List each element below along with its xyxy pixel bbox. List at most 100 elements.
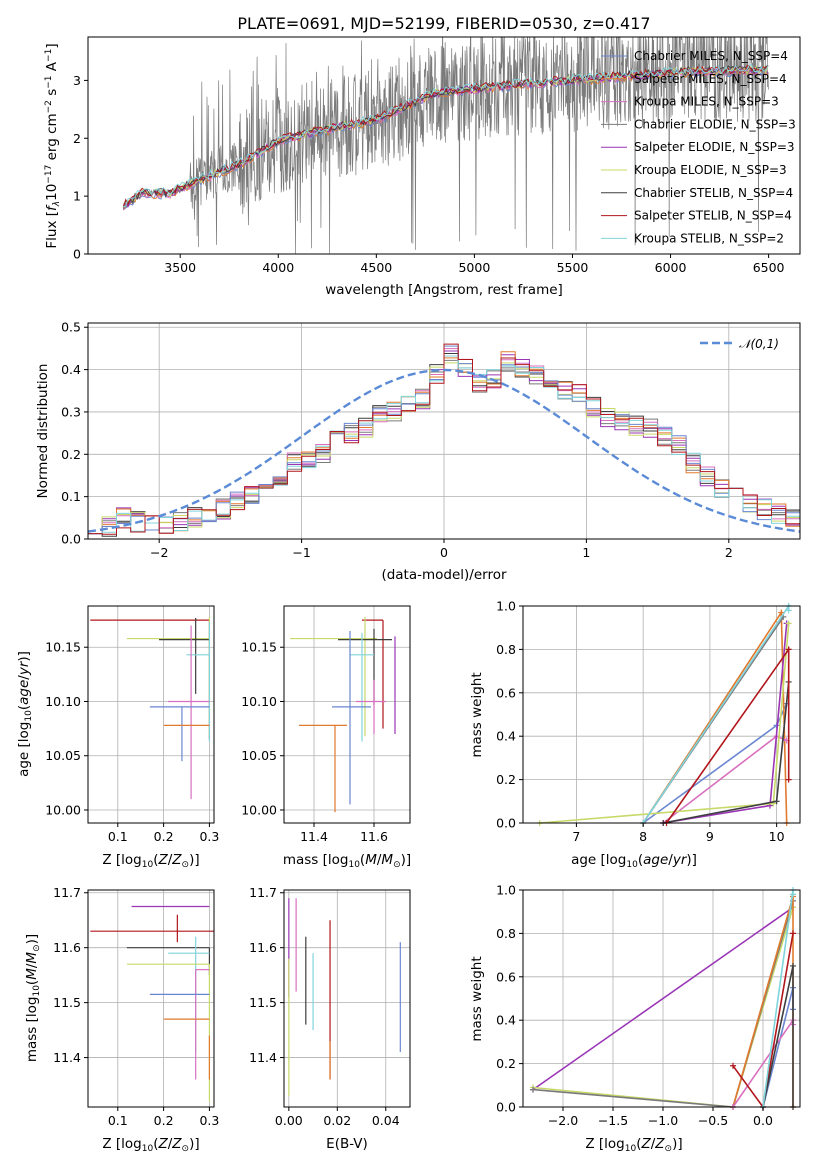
mwZ-series-line xyxy=(532,906,794,1091)
mwZ-ytick-label: 0.2 xyxy=(496,1056,516,1071)
mwZ-series-marker xyxy=(790,930,796,937)
residuals-legend-label: 𝒩(0,1) xyxy=(739,337,779,351)
mZ-ytick-label: 11.6 xyxy=(53,940,81,955)
mwAge-ytick-label: 0.4 xyxy=(496,729,516,744)
spectrum-ytick-label: 3 xyxy=(73,73,81,88)
legend-label: Salpeter ELODIE, N_SSP=3 xyxy=(634,140,795,154)
mwZ-xlabel: Z [log10(Z/Z⊙)] xyxy=(585,1136,682,1154)
spectrum-title: PLATE=0691, MJD=52199, FIBERID=0530, z=0… xyxy=(237,14,650,33)
ageM-xtick-label: 11.6 xyxy=(360,829,388,844)
mZ-ytick-label: 11.7 xyxy=(53,885,81,900)
mZ-xlabel: Z [log10(Z/Z⊙)] xyxy=(102,1136,199,1154)
residuals-xtick-label: −1 xyxy=(292,545,310,560)
mEBV-xtick-label: 0.04 xyxy=(372,1113,400,1128)
mwZ-series-marker xyxy=(730,1062,736,1069)
ageZ-xtick-label: 0.3 xyxy=(199,829,219,844)
legend-label: Chabrier MILES, N_SSP=4 xyxy=(634,49,788,63)
spectrum-model-line xyxy=(122,64,769,208)
residuals-xtick-label: 1 xyxy=(582,545,590,560)
residuals-xtick-label: 0 xyxy=(440,545,448,560)
ageM-ytick-label: 10.00 xyxy=(241,802,277,817)
ageM-ytick-label: 10.10 xyxy=(241,694,277,709)
ageM-ytick-label: 10.15 xyxy=(241,640,277,655)
spectrum-data-line xyxy=(122,37,769,254)
mwAge-series-marker xyxy=(778,609,785,616)
ageZ-xtick-label: 0.2 xyxy=(154,829,174,844)
spectrum-ytick-label: 1 xyxy=(73,189,81,204)
age-vs-mass-panel: mass [log10(M/M⊙)] 11.4 11.6 10.00 10.05 10.… xyxy=(241,605,411,870)
mwZ-series-marker xyxy=(790,891,796,898)
ageZ-xtick-label: 0.1 xyxy=(108,829,128,844)
ageZ-ytick-label: 10.00 xyxy=(45,802,81,817)
residuals-xtick-label: 2 xyxy=(725,545,733,560)
mZ-xtick-label: 0.3 xyxy=(199,1113,219,1128)
mwAge-ytick-label: 1.0 xyxy=(496,599,516,614)
spectrum-frame xyxy=(87,36,801,255)
mwAge-ytick-label: 0.2 xyxy=(496,772,516,787)
residuals-gaussian-curve xyxy=(87,368,801,533)
mwZ-xtick-label: −0.5 xyxy=(698,1113,728,1128)
legend-label: Kroupa MILES, N_SSP=3 xyxy=(634,95,779,109)
residuals-ytick-label: 0.4 xyxy=(61,362,81,377)
mEBV-ytick-label: 11.5 xyxy=(249,995,277,1010)
mwAge-xtick-label: 10 xyxy=(769,829,785,844)
mwAge-ylabel: mass weight xyxy=(469,672,485,757)
spectrum-xtick-label: 6500 xyxy=(753,260,785,275)
mwAge-xlabel: age [log10(age/yr)] xyxy=(571,852,697,870)
mwZ-frame xyxy=(522,889,801,1108)
mwZ-series-marker xyxy=(790,962,796,969)
mEBV-xlabel: E(B-V) xyxy=(326,1136,368,1152)
age-vs-Z-panel: Z [log10(Z/Z⊙)] age [log10(age/yr)] 0.1 0… xyxy=(16,605,219,870)
mZ-ylabel: mass [log10(M/M⊙)] xyxy=(24,934,42,1062)
mwZ-ylabel: mass weight xyxy=(469,956,485,1041)
mwAge-xtick-label: 8 xyxy=(639,829,647,844)
legend-label: Salpeter MILES, N_SSP=4 xyxy=(634,72,787,86)
mwAge-ytick-label: 0.6 xyxy=(496,685,516,700)
spectrum-panel: PLATE=0691, MJD=52199, FIBERID=0530, z=0… xyxy=(44,14,801,298)
mwAge-xtick-label: 9 xyxy=(706,829,714,844)
residuals-ytick-label: 0.2 xyxy=(61,447,81,462)
spectrum-xtick-label: 6000 xyxy=(655,260,687,275)
ageM-xlabel: mass [log10(M/M⊙)] xyxy=(283,852,411,870)
mZ-frame xyxy=(87,889,215,1108)
spectrum-model-line xyxy=(123,64,769,207)
mwZ-ytick-label: 1.0 xyxy=(496,883,516,898)
residuals-panel: (data-model)/error Normed distribution −… xyxy=(35,320,801,583)
legend-label: Chabrier ELODIE, N_SSP=3 xyxy=(634,117,796,131)
mwZ-ytick-label: 0.4 xyxy=(496,1013,516,1028)
mwZ-series-marker xyxy=(530,1086,536,1093)
mwAge-xtick-label: 7 xyxy=(572,829,580,844)
spectrum-ytick-label: 0 xyxy=(73,247,81,262)
ageZ-ytick-label: 10.05 xyxy=(45,748,81,763)
residuals-ytick-label: 0.0 xyxy=(61,532,81,547)
mEBV-ytick-label: 11.6 xyxy=(249,940,277,955)
ageZ-ytick-label: 10.10 xyxy=(45,694,81,709)
mwAge-series-marker xyxy=(785,620,792,627)
legend-label: Chabrier STELIB, N_SSP=4 xyxy=(634,186,793,200)
mwAge-series-marker xyxy=(785,607,792,614)
ageZ-xlabel: Z [log10(Z/Z⊙)] xyxy=(102,852,199,870)
mwZ-xtick-label: −1.5 xyxy=(598,1113,628,1128)
spectrum-xtick-label: 4000 xyxy=(262,260,294,275)
residuals-xtick-label: −2 xyxy=(150,545,168,560)
mwZ-xtick-label: 0.0 xyxy=(753,1113,773,1128)
mZ-xtick-label: 0.1 xyxy=(108,1113,128,1128)
mEBV-ytick-label: 11.4 xyxy=(249,1050,277,1065)
mwAge-ytick-label: 0.8 xyxy=(496,642,516,657)
mwAge-frame xyxy=(522,605,801,824)
spectrum-xtick-label: 5500 xyxy=(557,260,589,275)
mass-weight-vs-Z-panel: Z [log10(Z/Z⊙)] mass weight −2.0 −1.5 −1.0… xyxy=(469,883,801,1154)
legend-label: Salpeter STELIB, N_SSP=4 xyxy=(634,209,792,223)
mEBV-frame xyxy=(283,889,411,1108)
mwZ-xtick-label: −1.0 xyxy=(648,1113,678,1128)
residuals-ytick-label: 0.5 xyxy=(61,320,81,335)
spectrum-xlabel: wavelength [Angstrom, rest frame] xyxy=(325,282,563,298)
ageZ-frame xyxy=(87,605,215,824)
mass-vs-EBV-panel: E(B-V) 0.00 0.02 0.04 11.4 11.5 11.6 11.7 xyxy=(249,885,411,1152)
mass-weight-vs-age-panel: age [log10(age/yr)] mass weight 7 8 9 10 0.0… xyxy=(469,599,801,870)
mEBV-xtick-label: 0.02 xyxy=(323,1113,351,1128)
mwZ-series-line xyxy=(762,889,794,1108)
spectrum-ylabel: Flux [fλ10−17 erg cm−2 s−1 A−1] xyxy=(44,43,62,248)
spectrum-model-line xyxy=(122,67,769,211)
